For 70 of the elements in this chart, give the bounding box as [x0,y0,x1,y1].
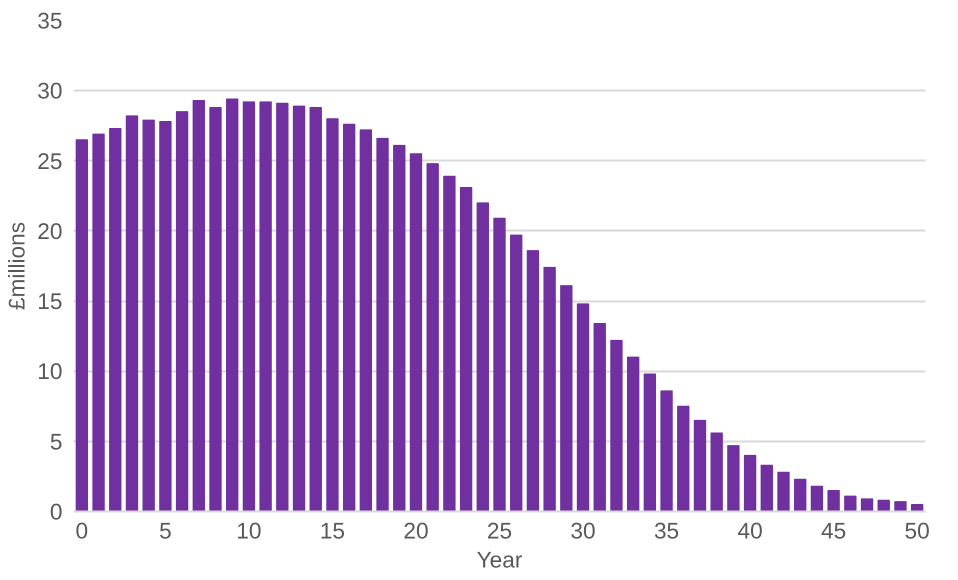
y-tick-label: 0 [50,498,63,524]
y-tick-label: 35 [37,8,62,34]
x-tick-label: 20 [403,518,429,544]
x-tick-label: 25 [486,518,512,544]
bar [710,432,723,512]
bar [744,454,756,512]
bar [242,101,256,512]
bar [259,101,272,512]
bar [159,121,172,512]
x-tick-label: 50 [904,518,930,544]
bar [777,472,790,512]
bar [426,163,439,512]
bar [543,266,556,512]
y-tick-label: 30 [37,78,62,104]
x-tick-label: 30 [570,518,596,544]
bar [660,390,673,512]
bar [376,138,389,512]
bar [292,106,306,512]
bar [594,323,606,512]
x-tick-label: 5 [159,518,172,544]
bar [894,501,907,512]
bar [410,153,422,512]
bar [342,124,356,512]
bar [142,120,155,512]
y-tick-label: 10 [37,358,62,384]
bar [626,356,640,512]
bar [326,118,339,512]
y-tick-label: 5 [50,428,63,454]
bar [878,500,890,512]
bar [443,176,456,512]
x-tick-label: 45 [821,518,846,544]
bar [844,496,857,512]
bar [760,464,773,512]
x-tick-label: 35 [654,518,680,544]
bar [476,202,489,512]
bar [76,139,88,512]
bar [276,102,289,512]
bar [794,478,806,512]
bar [610,340,623,512]
bar [560,285,573,512]
bar [310,106,322,512]
bar [694,420,706,512]
bar [192,100,205,512]
bar [126,115,138,512]
bar [526,250,540,512]
bar [727,445,740,512]
x-tick-label: 0 [76,518,88,544]
x-tick-label: 40 [737,518,763,544]
bar [393,144,406,512]
bar [176,111,188,512]
bar [510,234,522,512]
bar [109,128,122,512]
bar [576,303,590,512]
bar [460,186,472,512]
bar [92,134,105,512]
x-axis-title: Year [476,546,523,572]
bar [677,406,690,512]
x-tick-label: 10 [236,518,262,544]
y-axis-title: £millions [3,222,30,310]
bar [493,218,506,512]
bar [360,129,372,512]
bar [810,486,824,512]
y-tick-label: 25 [37,148,62,174]
bar [209,106,222,512]
bar [827,490,840,512]
bar [226,98,238,512]
y-tick-label: 20 [37,218,62,244]
y-tick-label: 15 [37,288,62,314]
x-tick-label: 15 [320,518,346,544]
bar [644,374,656,512]
